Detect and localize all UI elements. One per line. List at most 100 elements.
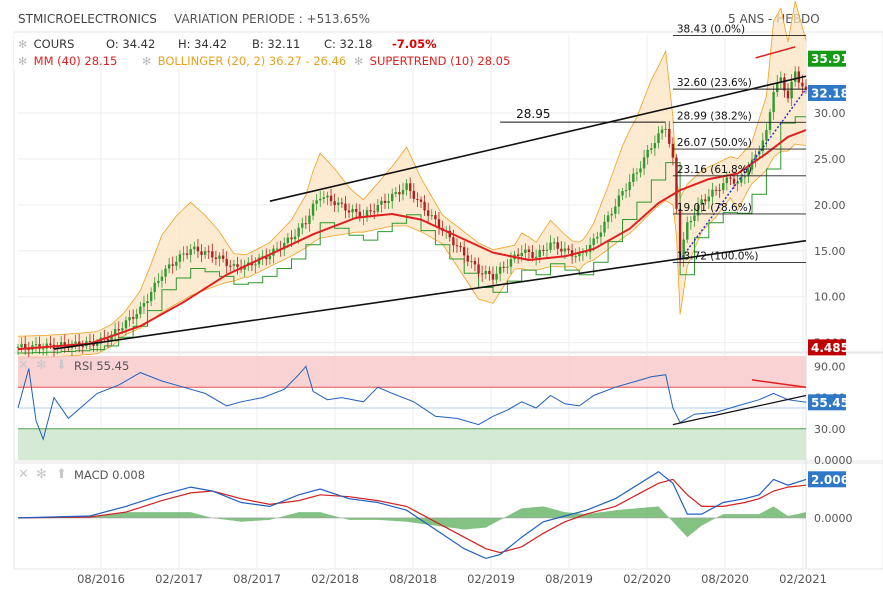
price-badge-label: 32.18 [811, 86, 849, 100]
arrow-up-icon[interactable]: ⬆ [56, 467, 67, 482]
candle-body [470, 260, 473, 262]
gear-icon[interactable]: ✻ [36, 358, 47, 373]
candle-body [498, 266, 502, 274]
candle-body [596, 236, 599, 239]
fib-level-label: 19.01 (78.6%) [677, 202, 752, 214]
candle-body [430, 215, 433, 217]
candle-body [193, 246, 196, 250]
candle-body [635, 172, 639, 174]
candle-body [340, 202, 344, 204]
candle-body [707, 196, 711, 202]
rsi-overbought-zone [18, 356, 806, 388]
candle-body [610, 213, 613, 216]
candle-body [671, 143, 675, 158]
candle-body [167, 264, 171, 269]
candle-body [495, 273, 498, 280]
x-tick-label: 02/2018 [311, 572, 359, 586]
candle-body [326, 195, 329, 198]
candle-body [297, 227, 300, 237]
candle-body [412, 190, 415, 199]
candle-body [20, 343, 23, 348]
candle-body [477, 264, 480, 274]
gear-icon[interactable]: ✻ [354, 55, 364, 68]
rsi-badge [808, 394, 846, 411]
candle-body [560, 248, 563, 252]
candle-body [545, 249, 549, 251]
rsi-value: 55.45 [96, 359, 130, 373]
x-tick-label: 08/2019 [545, 572, 593, 586]
candle-body [725, 177, 729, 184]
candle-body [531, 251, 534, 258]
gear-icon[interactable]: ✻ [36, 467, 47, 482]
candle-body [322, 197, 326, 199]
gear-icon[interactable]: ✻ [142, 55, 152, 68]
candle-body [142, 303, 146, 307]
x-tick-label: 08/2016 [77, 572, 125, 586]
candle-body [567, 248, 570, 251]
candle-body [448, 230, 451, 238]
candle-body [157, 280, 160, 283]
bollinger-value: 36.27 - 26.46 [268, 54, 347, 68]
candle-body [319, 198, 322, 201]
arrow-down-icon[interactable]: ⬇ [56, 358, 67, 373]
candle-body [520, 253, 523, 257]
bollinger-label: BOLLINGER (20, 2) [157, 54, 266, 68]
candle-body [689, 220, 693, 223]
candle-body [182, 253, 185, 255]
variation-text: VARIATION PERIODE : +513.65% [174, 12, 370, 26]
candle-body [624, 190, 628, 192]
candle-body [254, 264, 257, 266]
candle-body [639, 168, 642, 173]
candle-body [603, 221, 606, 233]
candle-body [308, 215, 311, 224]
candle-body [797, 71, 801, 83]
rsi-tick-label: 90.00 [814, 360, 846, 373]
price-legend: ✻ COURS O: 34.42 H: 34.42 B: 32.11 C: 32… [14, 34, 510, 70]
gear-icon[interactable]: ✻ [18, 38, 28, 51]
candle-body [527, 249, 531, 252]
gear-icon[interactable]: ✻ [18, 55, 28, 68]
fib-level-label: 23.16 (61.8%) [677, 164, 752, 176]
price-tick-label: 25.00 [814, 153, 846, 166]
candle-body [81, 346, 84, 348]
candle-body [139, 306, 142, 315]
x-tick-label: 08/2018 [389, 572, 437, 586]
candle-body [509, 259, 513, 267]
candle-body [232, 264, 236, 266]
close-value: C: 32.18 [324, 37, 373, 51]
close-icon[interactable]: ✕ [18, 467, 29, 482]
candle-body [599, 232, 603, 237]
candle-body [524, 249, 527, 254]
candle-body [790, 81, 793, 99]
candle-body [337, 202, 340, 206]
macd-badge [808, 471, 846, 488]
candle-body [675, 157, 678, 209]
change-value: -7.05% [392, 37, 437, 51]
low-value: B: 32.11 [252, 37, 301, 51]
price-badge-label: 35.91 [811, 52, 849, 66]
price-tick-label: 30.00 [814, 107, 846, 120]
candle-body [743, 176, 747, 178]
candle-body [286, 237, 290, 244]
candle-body [329, 195, 333, 202]
candle-body [355, 209, 358, 212]
candle-body [268, 255, 272, 260]
candle-body [409, 183, 412, 191]
high-value: H: 34.42 [178, 37, 228, 51]
candle-body [95, 343, 99, 346]
candle-body [175, 261, 178, 266]
supertrend-line [18, 116, 806, 354]
candle-body [207, 251, 210, 253]
rsi-label: RSI [74, 359, 93, 373]
candle-body [315, 200, 318, 204]
candle-body [229, 265, 232, 267]
candle-body [657, 133, 660, 144]
candle-body [653, 143, 657, 149]
close-icon[interactable]: ✕ [18, 358, 29, 373]
candle-body [63, 342, 66, 346]
candle-body [88, 341, 92, 343]
candle-body [754, 154, 757, 160]
supertrend-label: SUPERTREND (10) [369, 54, 474, 68]
price-tick-label: 15.00 [814, 245, 846, 258]
